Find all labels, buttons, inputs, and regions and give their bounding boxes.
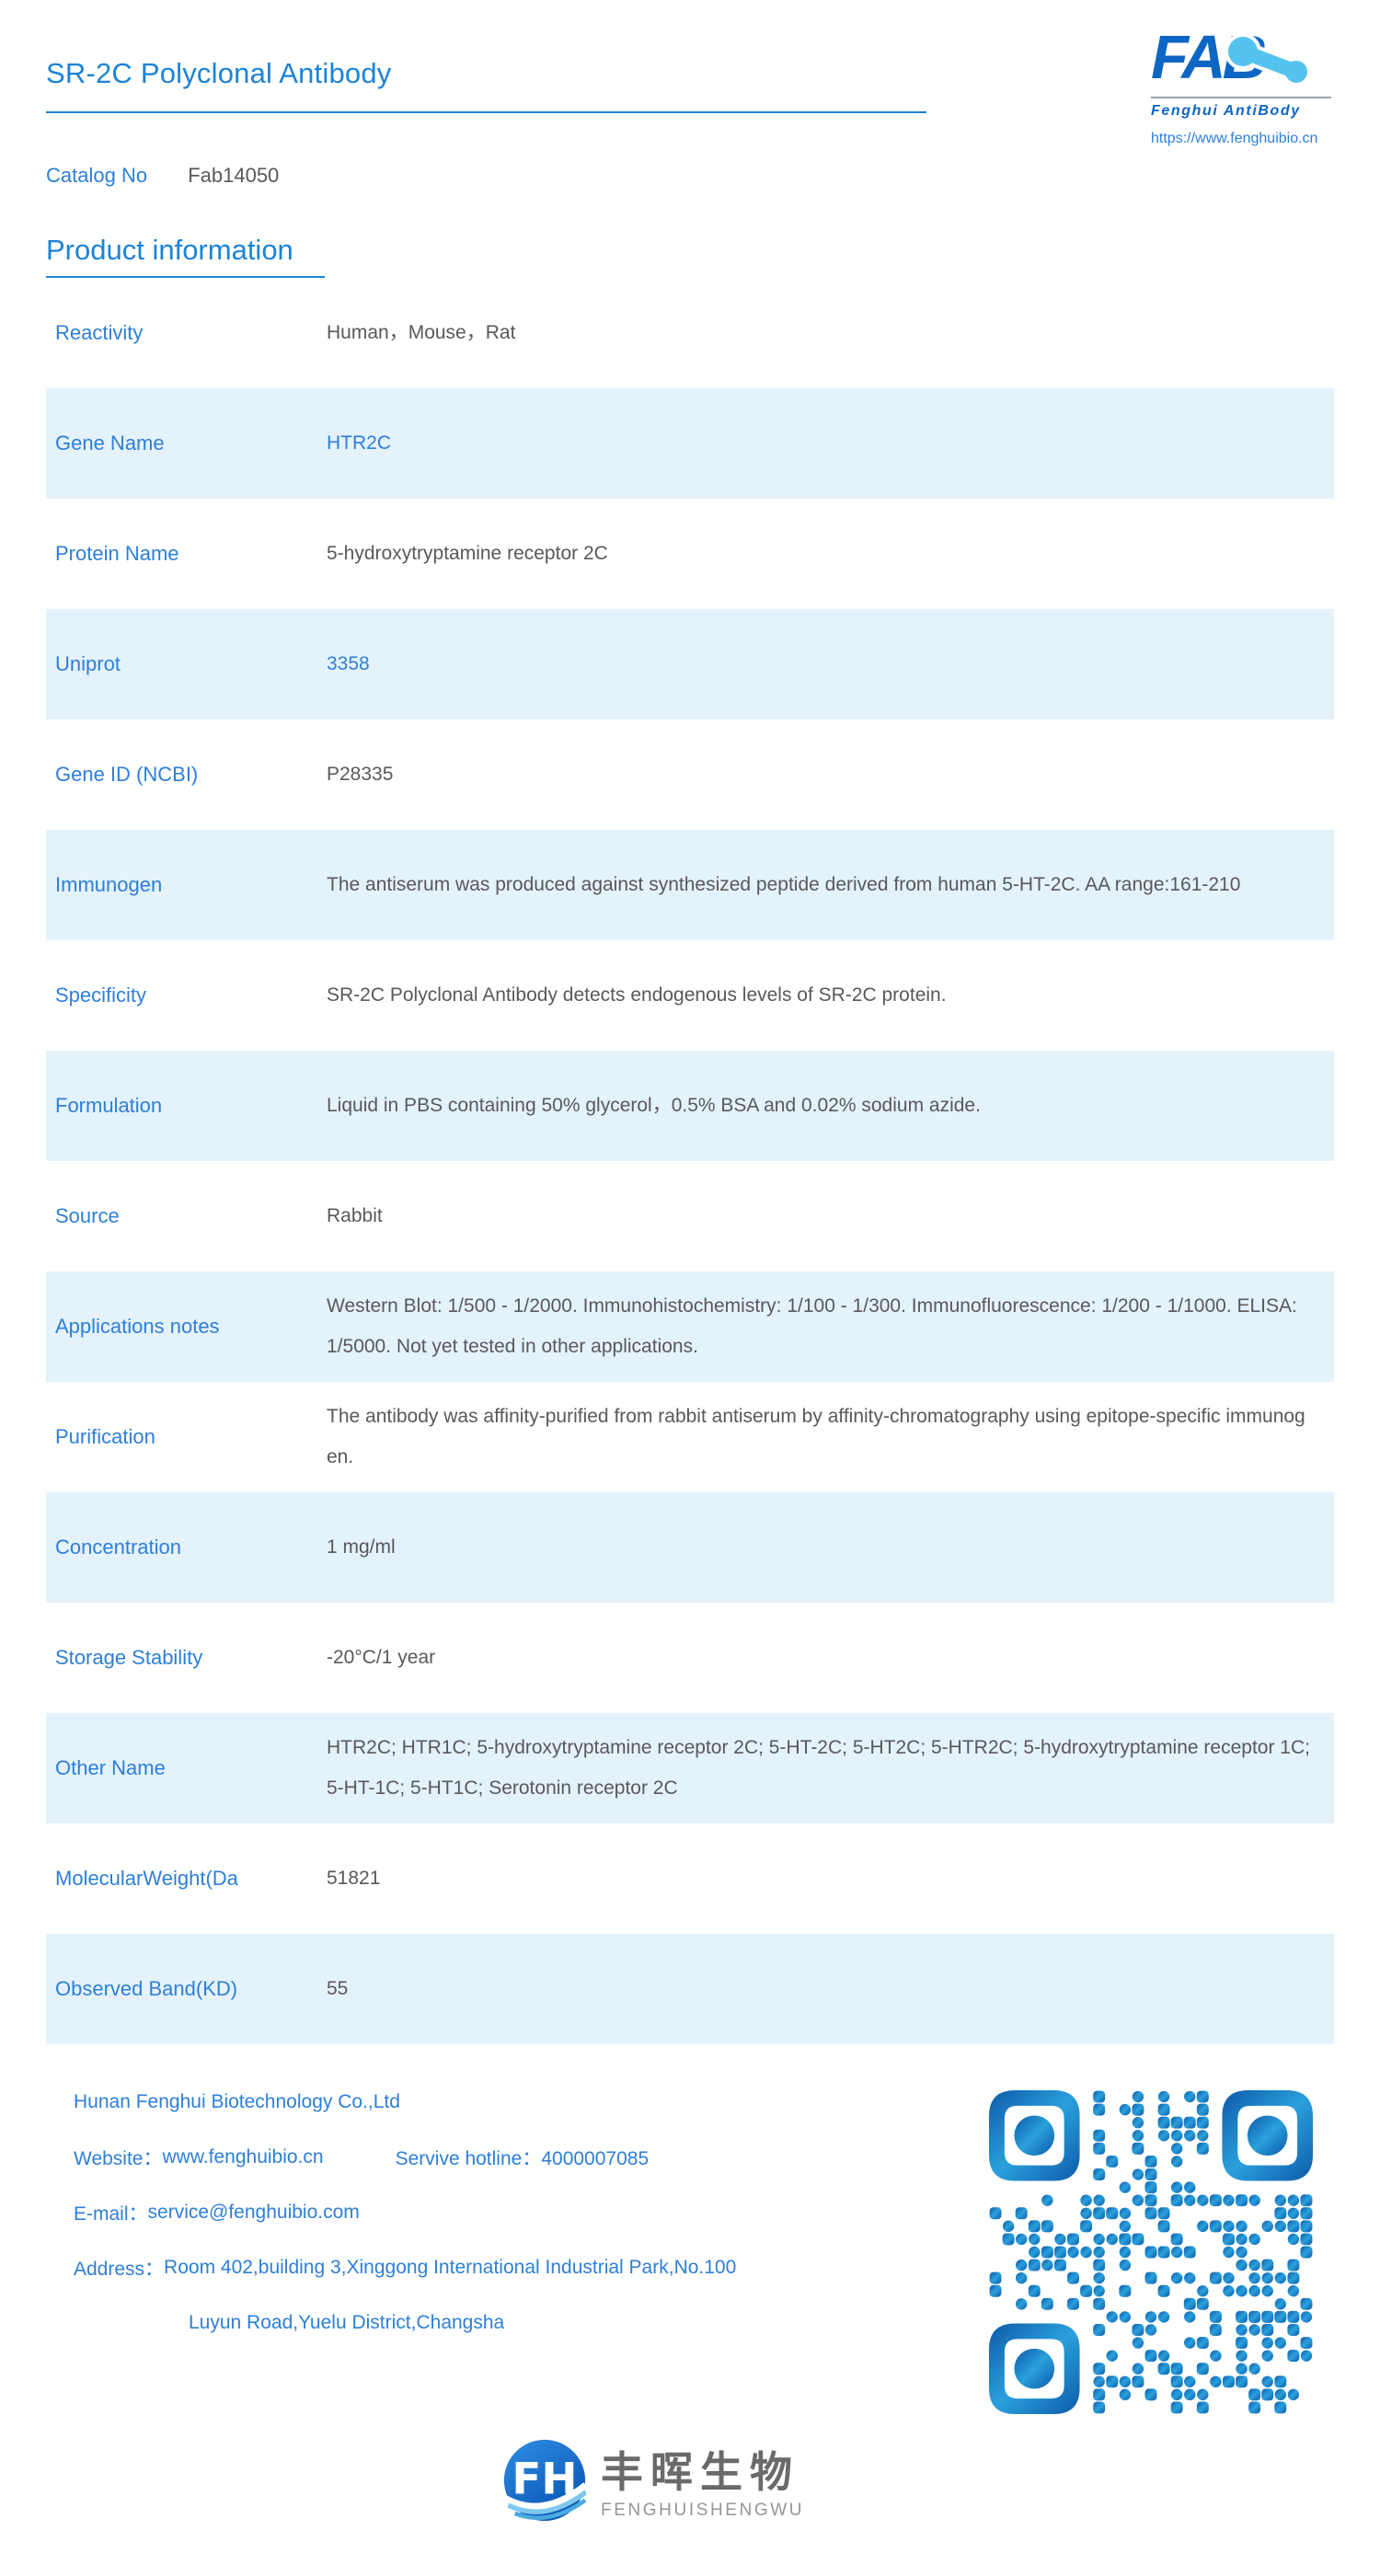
row-value: 5-hydroxytryptamine receptor 2C (327, 543, 608, 564)
table-row: Protein Name 5-hydroxytryptamine receptor… (46, 499, 1334, 609)
catalog-row: Catalog No Fab14050 (46, 164, 279, 188)
row-label: Reactivity (55, 321, 144, 344)
table-row: Immunogen The antiserum was produced agai… (46, 830, 1334, 940)
row-value-link[interactable]: HTR2C (327, 432, 392, 454)
table-row: Other Name HTR2C; HTR1C; 5-hydroxytryptam… (46, 1713, 1334, 1823)
catalog-label: Catalog No (46, 164, 148, 187)
row-value: P28335 (327, 764, 394, 785)
fh-monogram-icon: FH (503, 2439, 586, 2522)
table-row: Specificity SR-2C Polyclonal Antibody det… (46, 940, 1334, 1051)
section-title: Product information (46, 234, 293, 266)
brand-divider (1151, 97, 1331, 98)
row-label: Immunogen (55, 873, 163, 896)
row-label: Purification (55, 1425, 155, 1448)
row-label: Gene ID (NCBI) (55, 763, 199, 786)
table-row: MolecularWeight(Da 51821 (46, 1823, 1334, 1934)
table-row: Reactivity Human，Mouse，Rat (46, 278, 1334, 388)
row-value: -20°C/1 year (327, 1647, 436, 1668)
row-label: Protein Name (55, 542, 179, 565)
product-info-table: Reactivity Human，Mouse，Rat Gene Name HTR2C P… (46, 278, 1334, 2044)
fab-logo: FAB (1151, 26, 1335, 94)
table-row: Gene ID (NCBI) P28335 (46, 719, 1334, 830)
catalog-value: Fab14050 (188, 164, 280, 187)
row-value: Liquid in PBS containing 50% glycerol，0.… (327, 1095, 981, 1116)
table-row: Storage Stability -20°C/1 year (46, 1603, 1334, 1713)
row-label: Uniprot (55, 652, 121, 675)
row-label: Source (55, 1204, 120, 1227)
row-value: Human，Mouse，Rat (327, 322, 516, 343)
qr-code (989, 2090, 1313, 2414)
hotline-group: Servive hotline：4000007085 (396, 2144, 650, 2171)
row-label: Specificity (55, 983, 147, 1006)
table-row: Concentration 1 mg/ml (46, 1492, 1334, 1603)
brand-block: FAB Fenghui AntiBody https://www.fenghui… (1151, 26, 1335, 147)
address-value-line2: Luyun Road,Yuelu District,Changsha (189, 2312, 505, 2333)
table-row: Formulation Liquid in PBS containing 50% … (46, 1051, 1334, 1161)
table-row: Observed Band(KD) 55 (46, 1934, 1334, 2044)
hotline-label: Servive hotline： (395, 2148, 542, 2169)
row-value: The antiserum was produced against synth… (327, 874, 1241, 895)
footer: Hunan Fenghui Biotechnology Co.,Ltd Webs… (74, 2075, 994, 2351)
address-value-line1: Room 402,building 3,Xinggong Internation… (164, 2257, 737, 2278)
row-label: Gene Name (55, 431, 165, 454)
row-value: 1 mg/ml (327, 1536, 396, 1558)
email-line: E-mail： service@fenghuibio.com (74, 2185, 994, 2240)
row-value: HTR2C; HTR1C; 5-hydroxytryptamine recept… (327, 1737, 1310, 1799)
brand-subtitle: Fenghui AntiBody (1151, 103, 1301, 119)
title-underline-divider (46, 111, 926, 113)
brand-url-link[interactable]: https://www.fenghuibio.cn (1151, 131, 1318, 146)
website-line: Website： www.fenghuibio.cn Servive hotline… (74, 2130, 994, 2185)
email-label: E-mail： (74, 2203, 148, 2225)
website-link[interactable]: www.fenghuibio.cn (162, 2146, 324, 2168)
table-row: Purification The antibody was affinity-pu… (46, 1382, 1334, 1492)
company-logo: FH 丰晖生物 FENGHUISHENGWU (503, 2438, 804, 2523)
row-value: Western Blot: 1/500 - 1/2000. Immunohist… (327, 1295, 1297, 1357)
row-label: Formulation (55, 1094, 163, 1117)
table-row: Source Rabbit (46, 1161, 1334, 1271)
row-value: 55 (327, 1978, 349, 1999)
company-logo-text: 丰晖生物 FENGHUISHENGWU (601, 2438, 804, 2521)
address-label: Address： (74, 2259, 165, 2280)
company-logo-cn: 丰晖生物 (601, 2448, 799, 2496)
website-label: Website： (74, 2148, 163, 2169)
row-value-link[interactable]: 3358 (327, 653, 370, 674)
company-logo-en: FENGHUISHENGWU (601, 2501, 805, 2520)
address-line: Address： Room 402,building 3,Xinggong Int… (74, 2240, 994, 2295)
row-label: Applications notes (55, 1315, 220, 1338)
row-value: 51821 (327, 1868, 381, 1889)
hotline-value: 4000007085 (541, 2148, 650, 2169)
row-value: Rabbit (327, 1205, 383, 1226)
row-label: Storage Stability (55, 1646, 203, 1669)
table-row: Gene Name HTR2C (46, 388, 1334, 499)
row-label: Other Name (55, 1756, 166, 1779)
molecule-icon (1225, 33, 1311, 86)
table-row: Uniprot 3358 (46, 609, 1334, 719)
table-row: Applications notes Western Blot: 1/500 - … (46, 1271, 1334, 1382)
page-title: SR-2C Polyclonal Antibody (46, 57, 392, 89)
row-label: MolecularWeight(Da (55, 1867, 238, 1890)
row-value: SR-2C Polyclonal Antibody detects endoge… (327, 984, 947, 1006)
row-label: Concentration (55, 1535, 181, 1558)
row-value: The antibody was affinity-purified from … (327, 1406, 1305, 1467)
company-name: Hunan Fenghui Biotechnology Co.,Ltd (74, 2091, 400, 2112)
email-link[interactable]: service@fenghuibio.com (147, 2202, 360, 2223)
row-label: Observed Band(KD) (55, 1977, 238, 2000)
